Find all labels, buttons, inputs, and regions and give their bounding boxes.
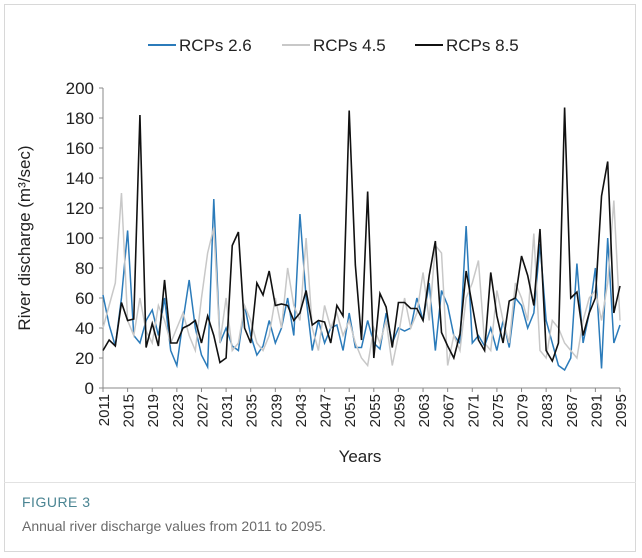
y-tick-label: 140 xyxy=(66,169,94,188)
x-tick-label: 2051 xyxy=(342,394,359,427)
figure-caption: Annual river discharge values from 2011 … xyxy=(22,518,327,534)
x-tick-label: 2083 xyxy=(539,394,556,427)
series-line xyxy=(102,198,621,372)
chart: River discharge (m³/sec) Years 0 20 40 60 80… xyxy=(15,36,630,466)
legend-label: RCPs 4.5 xyxy=(313,36,386,55)
x-tick-label: 2047 xyxy=(318,394,335,427)
y-tick-label: 160 xyxy=(66,139,94,158)
separator xyxy=(4,482,636,483)
x-tick-label: 2059 xyxy=(391,394,408,427)
x-tick-label: 2019 xyxy=(145,394,162,427)
y-tick-label: 80 xyxy=(75,259,94,278)
y-tick-label: 0 xyxy=(85,379,94,398)
x-tick-label: 2011 xyxy=(96,394,113,426)
x-tick-label: 2039 xyxy=(268,394,285,427)
x-tick-label: 2087 xyxy=(564,394,581,427)
x-tick-label: 2079 xyxy=(515,394,532,427)
x-tick-label: 2067 xyxy=(441,394,458,427)
y-axis-title: River discharge (m³/sec) xyxy=(15,145,34,330)
y-tick-label: 200 xyxy=(66,79,94,98)
x-tick-label: 2027 xyxy=(194,394,211,427)
x-tick-label: 2035 xyxy=(244,394,261,427)
x-axis-title: Years xyxy=(339,447,382,466)
x-tick-label: 2023 xyxy=(170,394,187,427)
y-tick-label: 120 xyxy=(66,199,94,218)
x-tick-label: 2055 xyxy=(367,394,384,427)
legend-label: RCPs 8.5 xyxy=(446,36,519,55)
figure-label: FIGURE 3 xyxy=(22,494,91,510)
x-tick-label: 2031 xyxy=(219,394,236,427)
figure-frame xyxy=(4,4,636,552)
x-tick-label: 2063 xyxy=(416,394,433,427)
series-line xyxy=(102,107,621,364)
y-tick-label: 40 xyxy=(75,319,94,338)
y-tick-label: 100 xyxy=(66,229,94,248)
y-tick-label: 60 xyxy=(75,289,94,308)
x-tick-label: 2071 xyxy=(465,394,482,427)
y-tick-label: 180 xyxy=(66,109,94,128)
y-tick-label: 20 xyxy=(75,349,94,368)
x-tick-label: 2095 xyxy=(613,394,630,427)
series-line xyxy=(102,192,621,368)
x-tick-label: 2015 xyxy=(121,394,138,427)
x-tick-label: 2075 xyxy=(490,394,507,427)
x-tick-label: 2043 xyxy=(293,394,310,427)
x-tick-label: 2091 xyxy=(588,394,605,427)
legend-label: RCPs 2.6 xyxy=(179,36,252,55)
